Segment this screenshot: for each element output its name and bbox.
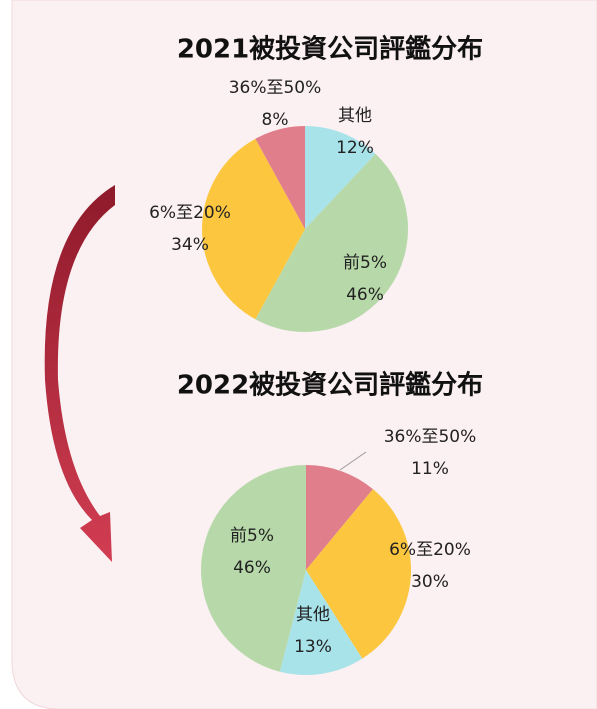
slice-label: 6%至20% (149, 203, 231, 223)
slice-label: 36%至50% (384, 427, 477, 447)
data-label: 12% (336, 138, 374, 158)
chart-title: 2021被投資公司評鑑分布 (177, 34, 483, 65)
slice-label: 36%至50% (229, 78, 322, 98)
pie-slice (279, 570, 363, 676)
leader-line (339, 451, 367, 471)
pie-slice (201, 138, 305, 320)
data-label: 13% (294, 637, 332, 657)
pie-slice (306, 489, 412, 659)
arrow (44, 185, 115, 562)
slice-label: 其他 (296, 605, 330, 625)
data-label: 46% (346, 285, 384, 305)
slice-label: 前5% (343, 253, 387, 273)
data-label: 30% (411, 572, 449, 592)
data-label: 46% (233, 558, 271, 578)
slice-label: 前5% (230, 526, 274, 546)
slice-label: 其他 (338, 106, 372, 126)
pie-slice (306, 465, 373, 570)
pie-slice (255, 126, 305, 229)
slice-label: 6%至20% (389, 540, 471, 560)
chart-title: 2022被投資公司評鑑分布 (177, 370, 483, 401)
data-label: 34% (171, 235, 209, 255)
data-label: 11% (411, 459, 449, 479)
data-label: 8% (262, 110, 289, 130)
pie-slice (255, 153, 409, 333)
panel (11, 0, 597, 709)
pie-slice (201, 465, 306, 672)
pie-slice (305, 126, 376, 229)
